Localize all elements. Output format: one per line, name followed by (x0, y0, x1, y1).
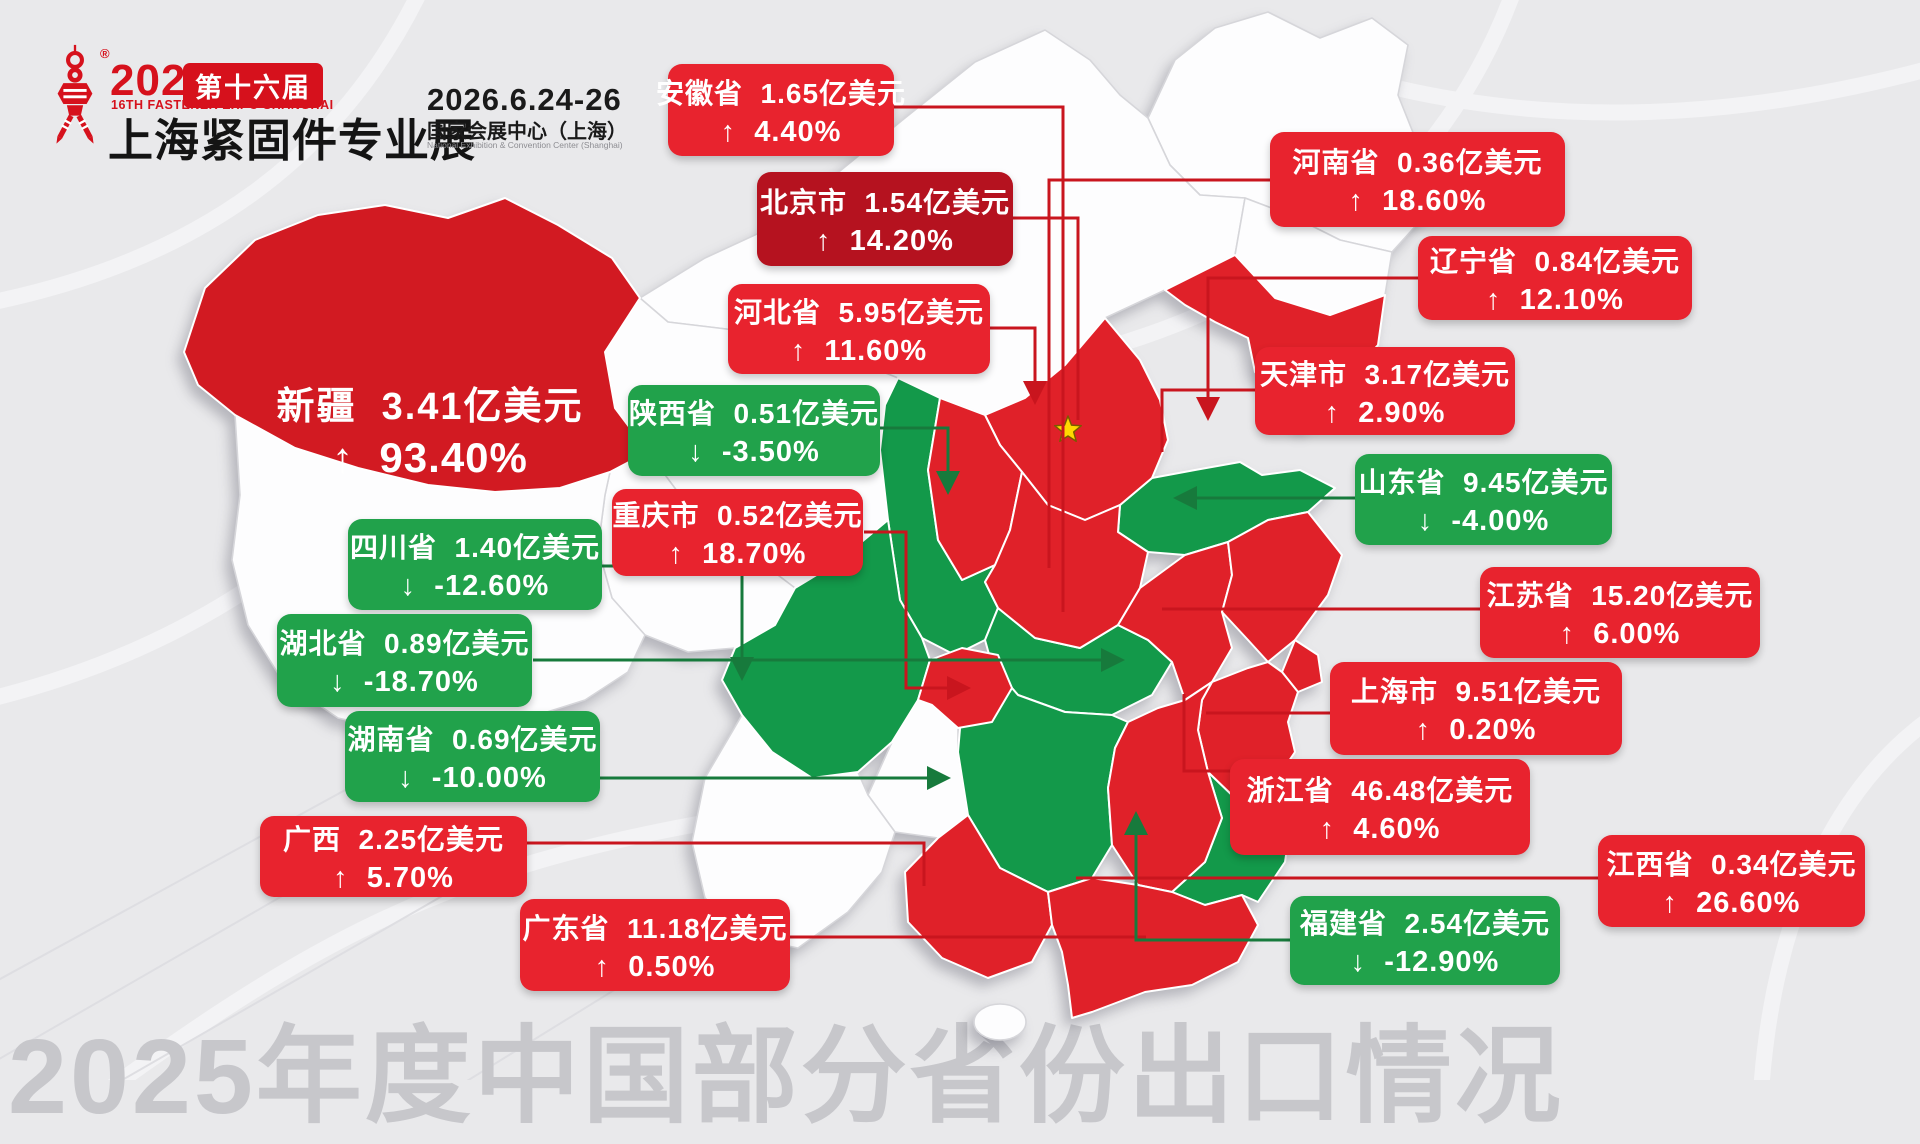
province-shape-sichuan (721, 519, 931, 779)
province-shape-guangdong (1047, 877, 1259, 1019)
capital-star-icon (1053, 415, 1083, 443)
registered-trademark: ® (100, 46, 110, 61)
event-dates: 2026.6.24-26 (427, 82, 622, 117)
province-shape-henan (984, 471, 1149, 649)
province-shape-xinjiang (183, 197, 649, 493)
province-shape-anhui (1117, 541, 1233, 701)
expo-title: 上海紧固件专业展 (108, 115, 477, 166)
edition-english: 16TH FASTENER EXPO SHANGHAI (111, 98, 334, 112)
venue-name: 国家会展中心（上海） (427, 121, 627, 143)
province-shape-jiangsu (1221, 511, 1343, 663)
province-shape-zhejiang (1197, 661, 1299, 799)
edition-badge: 第十六届 (183, 63, 323, 108)
venue-name-english: National Exhibition & Convention Center … (427, 140, 623, 150)
fastener-mascot-icon (56, 44, 94, 144)
province-shape-shanghai (1281, 639, 1323, 693)
province-shape-shandong (1117, 461, 1336, 556)
expo-header: ® 2026 第十六届 16TH FASTENER EXPO SHANGHAI … (0, 0, 900, 200)
connector-lines-increase (527, 105, 1598, 939)
province-shape-hainan (973, 1003, 1027, 1041)
